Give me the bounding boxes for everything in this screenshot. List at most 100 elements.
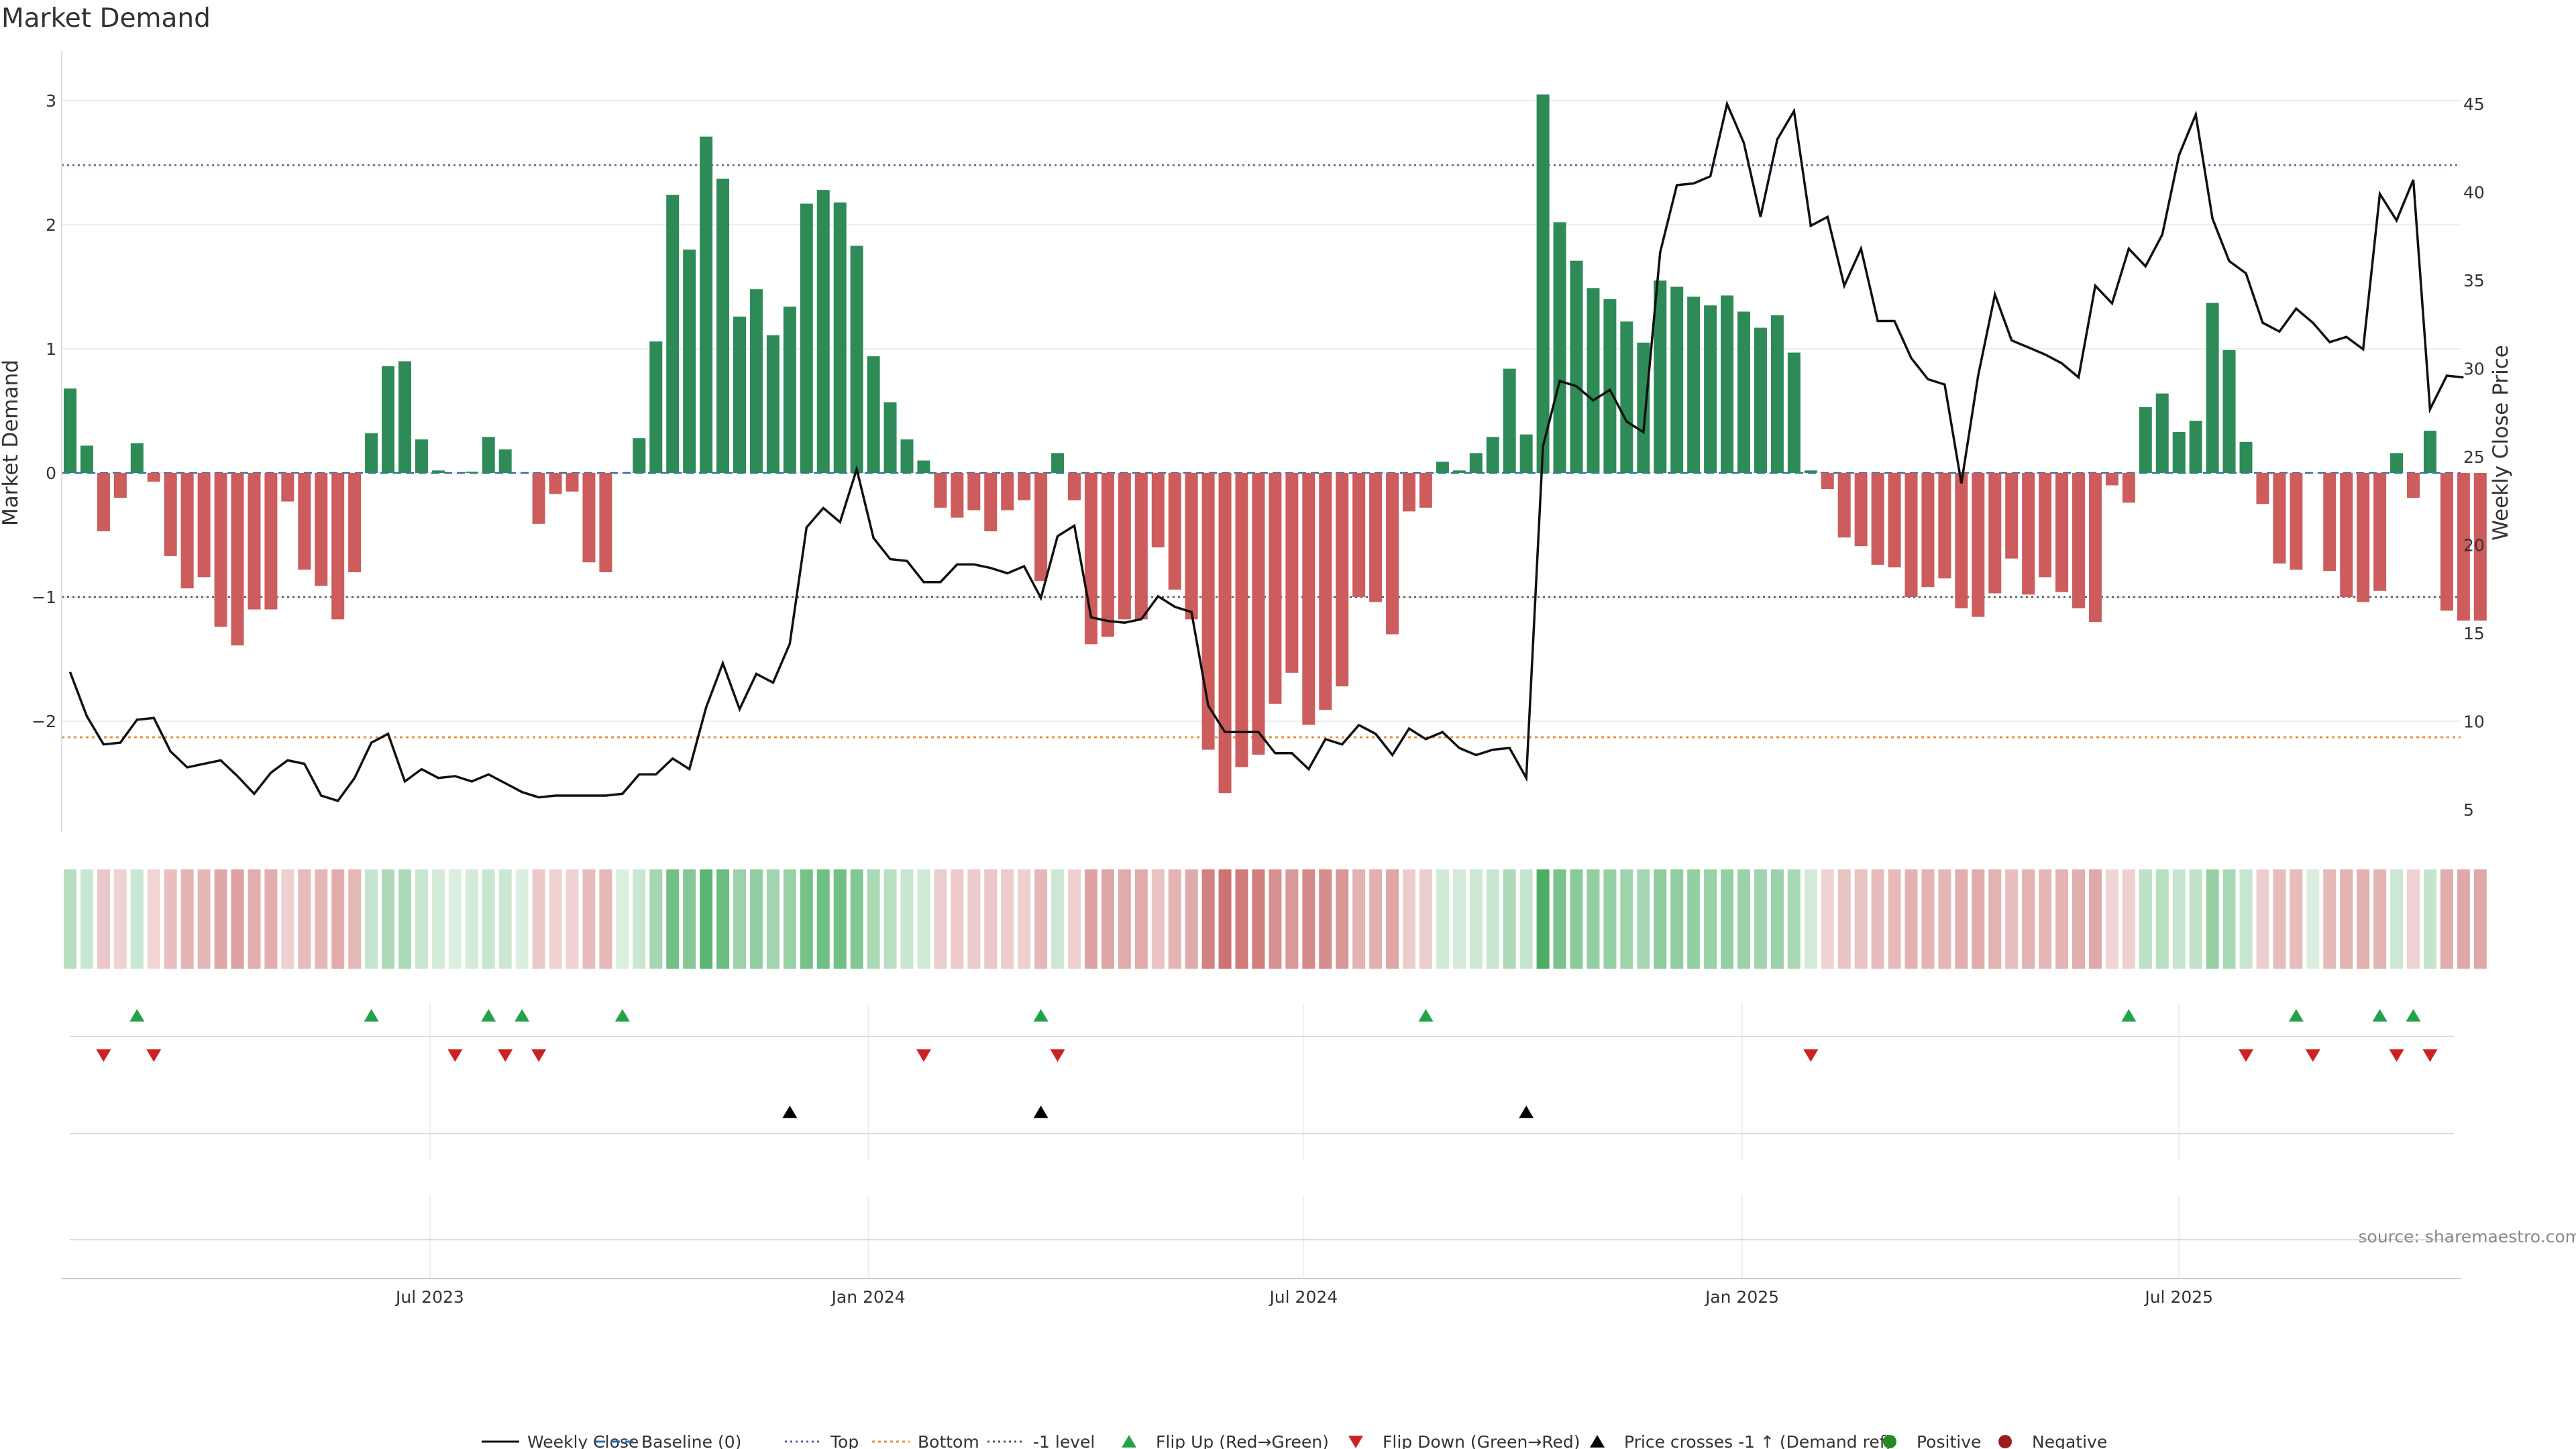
heat-cell	[1168, 869, 1181, 969]
right-tick-label: 15	[2463, 624, 2485, 643]
demand-bar	[1620, 321, 1633, 473]
heat-cell	[2122, 869, 2135, 969]
demand-bar	[1637, 342, 1650, 473]
heat-cell	[1235, 869, 1248, 969]
heat-cell	[1068, 869, 1081, 969]
heat-cell	[2373, 869, 2387, 969]
demand-bar	[783, 307, 796, 473]
demand-bar	[2222, 350, 2236, 473]
heat-cell	[716, 869, 730, 969]
demand-bar	[1068, 473, 1081, 500]
demand-bar	[1051, 453, 1065, 473]
heat-cell	[2440, 869, 2453, 969]
heat-cell	[1553, 869, 1566, 969]
heat-cell	[1034, 869, 1048, 969]
heat-cell	[900, 869, 914, 969]
demand-bar	[1403, 473, 1415, 512]
demand-bar	[147, 473, 160, 482]
heat-cell	[1921, 869, 1935, 969]
demand-bar	[917, 460, 930, 473]
heat-cell	[1252, 869, 1265, 969]
heat-cell	[348, 869, 362, 969]
demand-bar	[1854, 473, 1868, 547]
heat-cell	[264, 869, 278, 969]
heat-cell	[2088, 869, 2102, 969]
x-tick-label: Jul 2025	[2143, 1287, 2213, 1307]
heat-cell	[1721, 869, 1734, 969]
demand-bar	[1804, 470, 1817, 473]
heat-cell	[2306, 869, 2320, 969]
right-y-ticks: 45 40 35 30 25 20 15 10 5	[2463, 95, 2485, 820]
heat-cell	[2239, 869, 2253, 969]
demand-bar	[1871, 473, 1884, 565]
demand-bar	[382, 366, 395, 473]
demand-bar	[967, 473, 981, 511]
heat-cell	[917, 869, 930, 969]
heat-cell	[2457, 869, 2470, 969]
left-axis-label: Market Demand	[0, 360, 23, 526]
demand-bar	[1503, 368, 1516, 473]
flip-up-marker	[2406, 1009, 2421, 1022]
heat-cell	[97, 869, 110, 969]
demand-bar	[1972, 473, 1985, 617]
heat-cell	[2172, 869, 2186, 969]
flip-up-marker	[1418, 1009, 1434, 1022]
heat-cell	[850, 869, 863, 969]
price-cross-marker	[1519, 1106, 1534, 1118]
x-tick-label: Jul 2024	[1268, 1287, 1338, 1307]
demand-bar	[348, 473, 362, 572]
heat-cell	[1654, 869, 1667, 969]
demand-bar	[1218, 473, 1232, 794]
demand-bar	[1988, 473, 2002, 594]
flip-down-marker	[146, 1049, 162, 1062]
demand-bar	[800, 203, 813, 473]
demand-bar	[1419, 473, 1432, 508]
demand-bar	[666, 195, 680, 473]
demand-bar	[2457, 473, 2470, 621]
demand-bar	[2256, 473, 2269, 504]
heat-cell	[147, 869, 160, 969]
demand-bar	[2139, 407, 2152, 473]
x-tick-label: Jan 2025	[1704, 1287, 1779, 1307]
demand-bar	[64, 388, 76, 473]
legend-label: Baseline (0)	[641, 1432, 741, 1449]
demand-bar	[934, 473, 947, 508]
heat-cell	[1001, 869, 1014, 969]
demand-bar	[1704, 305, 1717, 473]
legend-label: Negative	[2032, 1432, 2107, 1449]
heat-cell	[465, 869, 478, 969]
heat-cell	[649, 869, 663, 969]
flip-down-marker	[447, 1049, 463, 1062]
heat-cell	[2206, 869, 2219, 969]
heat-cell	[1201, 869, 1215, 969]
heat-cell	[365, 869, 378, 969]
left-tick-label: 0	[46, 464, 56, 483]
demand-bar	[365, 433, 378, 473]
flip-up-marker	[2372, 1009, 2387, 1022]
heat-cell	[2139, 869, 2152, 969]
demand-bar	[633, 438, 646, 473]
flip-down-marker	[498, 1049, 513, 1062]
heat-cell	[231, 869, 244, 969]
heat-cell	[515, 869, 529, 969]
heat-cell	[1704, 869, 1717, 969]
heat-cell	[1938, 869, 1951, 969]
demand-bar	[1938, 473, 1951, 579]
demand-bar	[1921, 473, 1935, 588]
demand-bar	[2206, 303, 2219, 473]
demand-bar	[733, 316, 746, 473]
right-tick-label: 25	[2463, 447, 2485, 467]
demand-bar	[2290, 473, 2303, 570]
heat-cell	[1972, 869, 1985, 969]
heat-cell	[700, 869, 713, 969]
heat-cell	[1503, 869, 1516, 969]
demand-bar	[97, 473, 110, 531]
demand-bar	[599, 473, 612, 572]
demand-bar	[2172, 431, 2186, 473]
demand-bar	[1386, 473, 1399, 635]
flip-down-marker	[2422, 1049, 2438, 1062]
legend-label: -1 level	[1033, 1432, 1095, 1449]
legend-swatch	[1883, 1435, 1896, 1448]
demand-bar	[984, 473, 998, 531]
heat-cell	[666, 869, 680, 969]
